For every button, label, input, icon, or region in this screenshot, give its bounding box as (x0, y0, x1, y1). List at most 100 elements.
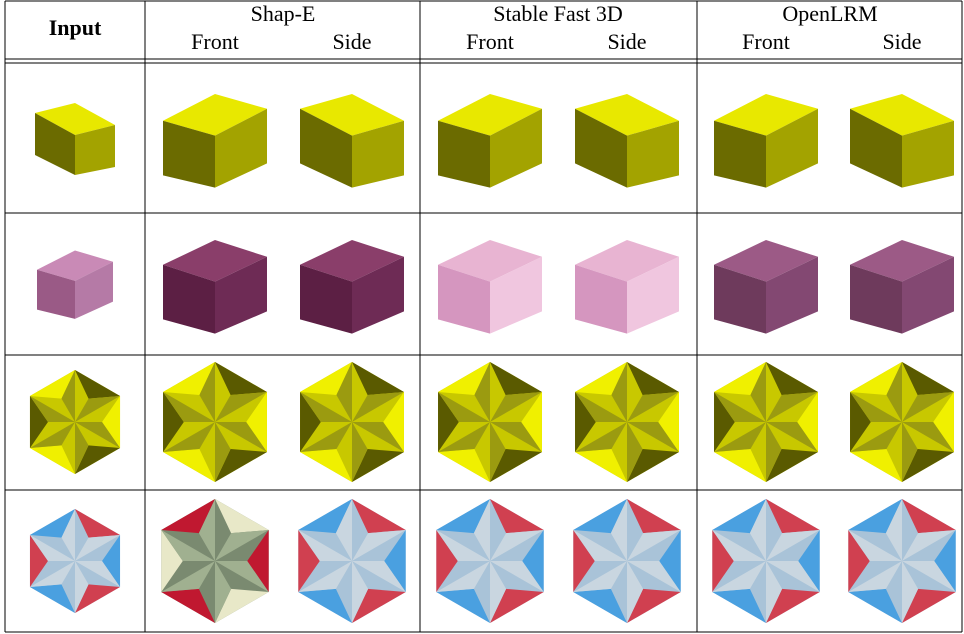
shape-face (627, 530, 681, 561)
shape-face (438, 94, 542, 136)
shape-face (766, 256, 818, 334)
shape-face (29, 535, 48, 587)
shape-face (37, 269, 75, 319)
shape-face (300, 94, 404, 136)
group-header: Stable Fast 3D (493, 1, 623, 26)
shape-face (215, 588, 269, 623)
shape-face (850, 94, 954, 136)
table-rules (4, 0, 963, 633)
shape-face (627, 561, 681, 592)
shape-face (163, 120, 215, 188)
shape-face (352, 362, 404, 395)
shape-face (163, 392, 215, 422)
shape-face (575, 108, 627, 188)
shape-face (75, 445, 121, 474)
shape-face (934, 530, 956, 592)
shape-face (766, 449, 818, 482)
shape-face (75, 422, 121, 448)
shape-face (714, 264, 766, 334)
shape-face (215, 256, 267, 334)
shape-face (438, 392, 459, 452)
shape-face (902, 422, 918, 482)
shape-face (573, 530, 627, 561)
shape-face (61, 509, 75, 561)
shape-face (490, 108, 542, 188)
shape-face (247, 530, 269, 592)
shape-face (438, 240, 542, 282)
shape-face (300, 240, 404, 282)
shape-face (766, 530, 820, 561)
shape-face (714, 94, 818, 136)
shape-face (490, 362, 542, 395)
shape-face (848, 499, 902, 534)
shape-face (163, 392, 184, 452)
shape-face (714, 362, 766, 395)
shape-face (215, 561, 269, 592)
shape-face (29, 396, 75, 422)
shape-face (298, 588, 352, 623)
shape-face (75, 396, 121, 422)
shape-face (352, 449, 404, 482)
shape-face (749, 499, 766, 561)
column-header: Input (49, 15, 102, 40)
shape-face (712, 499, 766, 534)
shape-face (436, 530, 490, 561)
shape-face (163, 362, 215, 395)
shape-face (246, 392, 267, 452)
shape-face (766, 422, 818, 452)
shape-face (714, 422, 766, 452)
shape-face (298, 530, 352, 561)
shape-face (573, 499, 627, 534)
shape-face (75, 535, 121, 561)
shape-face (335, 499, 352, 561)
shape-face (35, 103, 115, 135)
shape-face (215, 108, 267, 188)
shape-face (300, 264, 352, 334)
shape-face (902, 561, 956, 592)
shape-face (29, 584, 75, 613)
shape-face (573, 561, 627, 592)
shape-face (215, 362, 267, 395)
shape-face (627, 120, 679, 188)
shape-face (215, 422, 231, 482)
shape-face (35, 113, 75, 175)
shape-face (766, 499, 820, 534)
shape-face (627, 392, 679, 422)
shape-face (712, 561, 766, 592)
shape-face (902, 561, 919, 623)
shape-face (766, 588, 820, 623)
shape-face (352, 561, 406, 592)
shape-face (75, 125, 115, 175)
shape-face (75, 261, 113, 319)
shape-face (848, 561, 902, 592)
shape-face (611, 362, 627, 422)
shape-face (714, 449, 766, 482)
shape-face (490, 561, 507, 623)
group-header: Shap-E (251, 1, 316, 26)
shape-face (610, 499, 627, 561)
shape-face (352, 392, 404, 422)
shape-face (298, 499, 352, 534)
shape-face (766, 108, 818, 188)
shape-face (436, 561, 490, 592)
shape-face (714, 392, 735, 452)
shape-face (300, 362, 352, 395)
shape-face (436, 499, 490, 534)
shape-face (490, 422, 506, 482)
shape-face (627, 499, 681, 534)
shape-face (627, 449, 679, 482)
shape-face (575, 392, 627, 422)
shape-face (163, 240, 267, 282)
shape-face (627, 362, 679, 395)
group-header: OpenLRM (782, 1, 877, 26)
shape-face (161, 561, 215, 592)
shape-face (850, 240, 954, 282)
shape-face (627, 422, 643, 482)
shape-face (490, 530, 544, 561)
shape-face (215, 449, 267, 482)
shape-face (902, 449, 954, 482)
shape-face (300, 422, 352, 452)
shape-face (75, 584, 121, 613)
shape-face (575, 392, 596, 452)
